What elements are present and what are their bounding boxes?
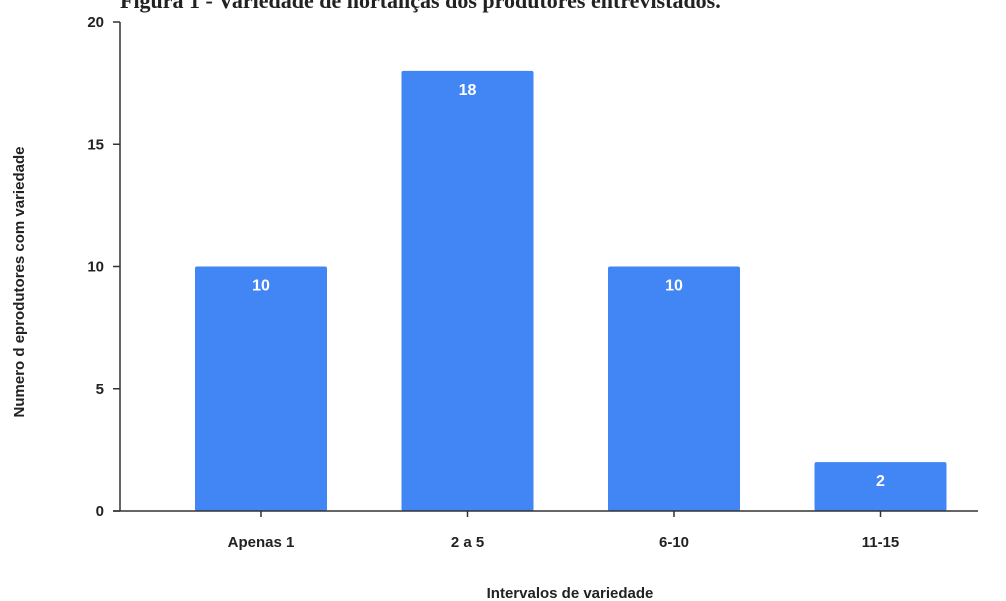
x-axis-title: Intervalos de variedade [487,585,654,601]
chart-title: Figura 1 - Variedade de hortaliças dos p… [120,0,721,13]
x-tick-label: 11-15 [862,534,900,551]
y-tick-label: 20 [87,14,104,31]
x-tick-label: 6-10 [659,534,689,551]
y-tick-label: 0 [96,503,104,520]
y-tick-label: 15 [87,136,104,153]
y-axis-title: Numero d eprodutores com variedade [11,147,28,418]
bar-2 [608,266,740,511]
bar-value-label: 10 [665,278,683,295]
bar-0 [195,266,327,511]
bar-value-label: 2 [876,473,885,490]
bar-value-label: 10 [252,278,270,295]
x-tick-label: 2 a 5 [451,534,484,551]
bar-value-label: 18 [459,82,477,99]
y-tick-label: 5 [96,381,104,398]
x-tick-label: Apenas 1 [228,534,295,551]
x-axis-ticks: Apenas 1 2 a 5 6-10 11-15 [228,511,900,551]
y-tick-label: 10 [87,259,104,276]
bars-layer: 10 18 10 2 [195,70,947,512]
y-axis-ticks: 0 5 10 15 20 [87,14,120,520]
bar-3 [814,462,947,511]
bar-1 [401,70,534,512]
